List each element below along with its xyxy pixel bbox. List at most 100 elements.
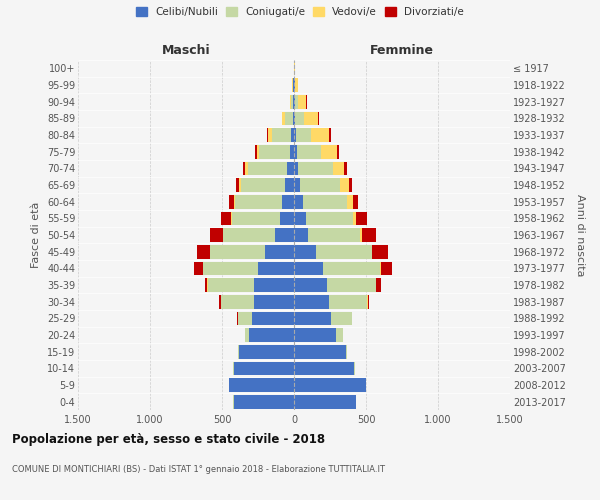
Bar bbox=[360, 228, 362, 242]
Bar bbox=[286, 178, 294, 192]
Bar bbox=[294, 178, 300, 192]
Bar bbox=[275, 228, 294, 242]
Bar bbox=[290, 145, 294, 158]
Bar bbox=[254, 278, 294, 292]
Bar bbox=[294, 345, 346, 358]
Bar bbox=[337, 145, 340, 158]
Bar bbox=[223, 228, 275, 242]
Bar bbox=[294, 362, 355, 375]
Y-axis label: Anni di nascita: Anni di nascita bbox=[575, 194, 585, 276]
Bar bbox=[336, 328, 343, 342]
Y-axis label: Fasce di età: Fasce di età bbox=[31, 202, 41, 268]
Bar bbox=[306, 95, 307, 108]
Bar bbox=[294, 112, 295, 125]
Bar bbox=[353, 212, 356, 225]
Bar bbox=[294, 145, 297, 158]
Bar bbox=[294, 228, 308, 242]
Bar bbox=[286, 112, 293, 125]
Bar bbox=[258, 262, 294, 275]
Bar bbox=[368, 295, 369, 308]
Bar bbox=[208, 278, 254, 292]
Bar bbox=[294, 78, 295, 92]
Text: Femmine: Femmine bbox=[370, 44, 434, 57]
Bar bbox=[257, 145, 259, 158]
Bar bbox=[381, 262, 392, 275]
Bar bbox=[294, 245, 316, 258]
Bar bbox=[210, 228, 223, 242]
Bar bbox=[294, 278, 327, 292]
Bar bbox=[243, 162, 245, 175]
Bar bbox=[197, 245, 210, 258]
Bar bbox=[311, 128, 329, 142]
Bar bbox=[293, 112, 294, 125]
Bar bbox=[291, 95, 293, 108]
Bar bbox=[294, 212, 305, 225]
Bar bbox=[294, 328, 336, 342]
Bar bbox=[205, 278, 208, 292]
Bar bbox=[221, 295, 254, 308]
Bar bbox=[272, 128, 291, 142]
Bar bbox=[294, 395, 356, 408]
Bar bbox=[376, 278, 380, 292]
Bar bbox=[305, 212, 353, 225]
Bar bbox=[296, 128, 311, 142]
Bar bbox=[295, 78, 298, 92]
Bar bbox=[346, 345, 347, 358]
Bar bbox=[245, 328, 250, 342]
Bar bbox=[268, 128, 272, 142]
Bar bbox=[349, 178, 352, 192]
Bar bbox=[283, 112, 286, 125]
Bar bbox=[356, 212, 367, 225]
Bar bbox=[291, 128, 294, 142]
Bar bbox=[372, 245, 373, 258]
Bar bbox=[245, 162, 248, 175]
Bar bbox=[236, 178, 239, 192]
Bar bbox=[287, 162, 294, 175]
Bar bbox=[322, 145, 337, 158]
Bar bbox=[221, 212, 232, 225]
Bar bbox=[250, 328, 294, 342]
Bar bbox=[294, 162, 298, 175]
Bar bbox=[233, 362, 294, 375]
Bar bbox=[235, 195, 283, 208]
Bar bbox=[229, 378, 294, 392]
Bar bbox=[329, 295, 367, 308]
Bar bbox=[232, 212, 280, 225]
Bar bbox=[294, 378, 366, 392]
Bar bbox=[237, 312, 238, 325]
Bar bbox=[283, 195, 294, 208]
Bar bbox=[329, 128, 331, 142]
Bar bbox=[295, 112, 304, 125]
Bar bbox=[300, 178, 340, 192]
Bar bbox=[239, 178, 241, 192]
Bar bbox=[265, 245, 294, 258]
Bar bbox=[255, 145, 257, 158]
Bar bbox=[229, 195, 233, 208]
Bar bbox=[194, 262, 203, 275]
Bar bbox=[362, 228, 376, 242]
Bar bbox=[294, 128, 296, 142]
Bar bbox=[252, 312, 294, 325]
Bar bbox=[308, 228, 360, 242]
Bar bbox=[298, 95, 306, 108]
Bar bbox=[233, 395, 294, 408]
Legend: Celibi/Nubili, Coniugati/e, Vedovi/e, Divorziati/e: Celibi/Nubili, Coniugati/e, Vedovi/e, Di… bbox=[134, 5, 466, 20]
Bar bbox=[211, 245, 265, 258]
Bar bbox=[280, 212, 294, 225]
Bar bbox=[294, 262, 323, 275]
Bar bbox=[304, 112, 319, 125]
Bar bbox=[353, 195, 358, 208]
Bar bbox=[238, 345, 239, 358]
Bar bbox=[293, 95, 294, 108]
Text: Maschi: Maschi bbox=[161, 44, 211, 57]
Bar bbox=[294, 95, 295, 108]
Bar bbox=[294, 312, 331, 325]
Bar bbox=[203, 262, 258, 275]
Bar bbox=[248, 162, 287, 175]
Bar bbox=[297, 145, 322, 158]
Bar bbox=[294, 295, 329, 308]
Bar bbox=[239, 345, 294, 358]
Bar bbox=[323, 262, 380, 275]
Bar bbox=[219, 295, 221, 308]
Bar bbox=[340, 178, 349, 192]
